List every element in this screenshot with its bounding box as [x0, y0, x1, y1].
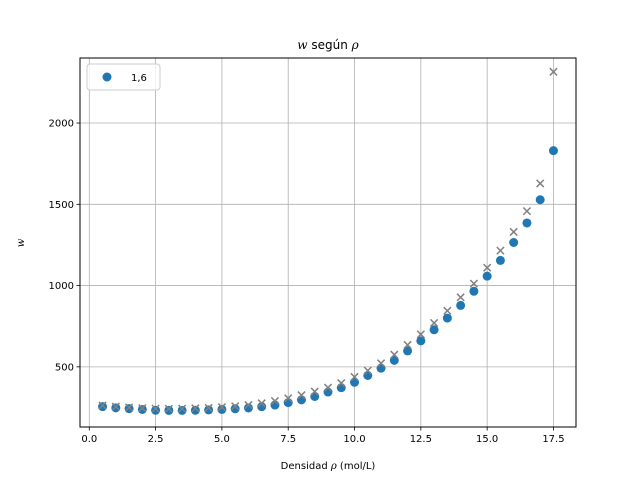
legend-box [86, 63, 161, 91]
chart-title: w según ρ [297, 38, 358, 52]
data-point-x [217, 403, 227, 412]
data-point-circle [243, 403, 253, 413]
data-point-circle [323, 387, 333, 397]
data-point-circle [389, 355, 399, 365]
y-tick-label: 1000 [49, 281, 74, 292]
data-point-circle [456, 300, 466, 310]
data-point-x [363, 366, 372, 375]
data-point-x [297, 391, 306, 400]
data-point-x [111, 402, 120, 411]
data-point-x [284, 394, 293, 403]
data-point-circle [442, 313, 452, 323]
data-point-x [257, 399, 266, 408]
data-point-circle [230, 404, 240, 414]
data-point-x [443, 306, 452, 315]
data-point-x [350, 372, 359, 382]
data-point-circle [98, 402, 108, 412]
plot-area [98, 67, 558, 415]
data-point-circle [509, 238, 519, 247]
data-point-x [376, 359, 386, 368]
data-point-circle [522, 218, 532, 228]
data-point-circle [495, 255, 505, 265]
data-point-circle [151, 405, 161, 415]
data-point-circle [416, 336, 426, 346]
data-point-circle [124, 404, 134, 414]
data-point-circle [217, 404, 227, 414]
data-point-x [151, 404, 160, 413]
data-point-circle [548, 146, 558, 156]
data-point-circle [296, 395, 306, 405]
y-tick-label: 2000 [49, 119, 74, 130]
data-point-x [456, 293, 465, 302]
data-point-x [124, 403, 134, 412]
y-tick-label: 1500 [49, 200, 74, 211]
legend: 1,6 [86, 63, 161, 91]
x-tick-label: 7.5 [280, 434, 296, 445]
data-point-circle [190, 405, 200, 415]
data-point-circle [204, 405, 214, 415]
y-axis: 500 1000 1500 2000 [49, 119, 80, 373]
x-tick-label: 10.0 [343, 434, 365, 445]
data-point-x [164, 404, 173, 413]
data-point-circle [137, 404, 147, 414]
data-point-x [483, 263, 492, 272]
grid [80, 58, 576, 427]
legend-label: 1,6 [131, 73, 147, 84]
x-tick-label: 2.5 [148, 434, 164, 445]
data-point-x [231, 402, 240, 411]
data-point-x [509, 227, 518, 237]
data-point-x [270, 396, 280, 406]
data-point-x [429, 318, 439, 328]
x-tick-label: 0.0 [81, 434, 97, 445]
data-point-x [204, 403, 213, 412]
data-point-circle [469, 286, 479, 296]
x-axis: 0.0 2.5 5.0 7.5 10.0 12.5 15.0 17.5 [81, 427, 565, 445]
x-tick-label: 17.5 [542, 434, 564, 445]
x-tick-label: 12.5 [410, 434, 432, 445]
data-point-circle [429, 325, 439, 335]
data-point-circle [164, 405, 174, 415]
data-point-circle [257, 402, 267, 412]
series-1 [98, 67, 558, 413]
data-point-x [536, 179, 545, 188]
data-point-x [469, 279, 479, 288]
data-point-x [403, 340, 412, 350]
data-point-x [522, 206, 532, 216]
x-tick-label: 5.0 [214, 434, 230, 445]
data-point-x [244, 400, 253, 410]
data-point-x [549, 67, 558, 76]
y-tick-label: 500 [55, 362, 74, 373]
data-point-circle [482, 271, 492, 281]
data-point-circle [403, 346, 413, 356]
x-axis-title: Densidad ρ (mol/L) [281, 461, 376, 472]
data-point-x [323, 383, 333, 392]
data-point-x [98, 401, 107, 410]
data-point-x [191, 404, 200, 413]
data-point-circle [376, 363, 386, 373]
data-point-x [310, 387, 319, 396]
axes-frame [79, 57, 577, 428]
legend-marker-icon [102, 72, 112, 82]
y-axis-title: w [16, 238, 27, 247]
data-point-circle [310, 391, 320, 401]
data-point-circle [336, 383, 346, 393]
data-point-x [496, 246, 505, 255]
data-point-x [337, 378, 346, 388]
data-point-x [390, 350, 399, 359]
data-point-circle [363, 370, 373, 380]
x-tick-label: 15.0 [476, 434, 498, 445]
data-point-x [416, 330, 425, 339]
data-point-circle [111, 403, 121, 413]
data-point-circle [535, 195, 545, 205]
data-point-x [138, 404, 147, 413]
data-point-circle [177, 405, 187, 415]
data-point-circle [283, 398, 293, 408]
data-point-x [177, 404, 187, 413]
